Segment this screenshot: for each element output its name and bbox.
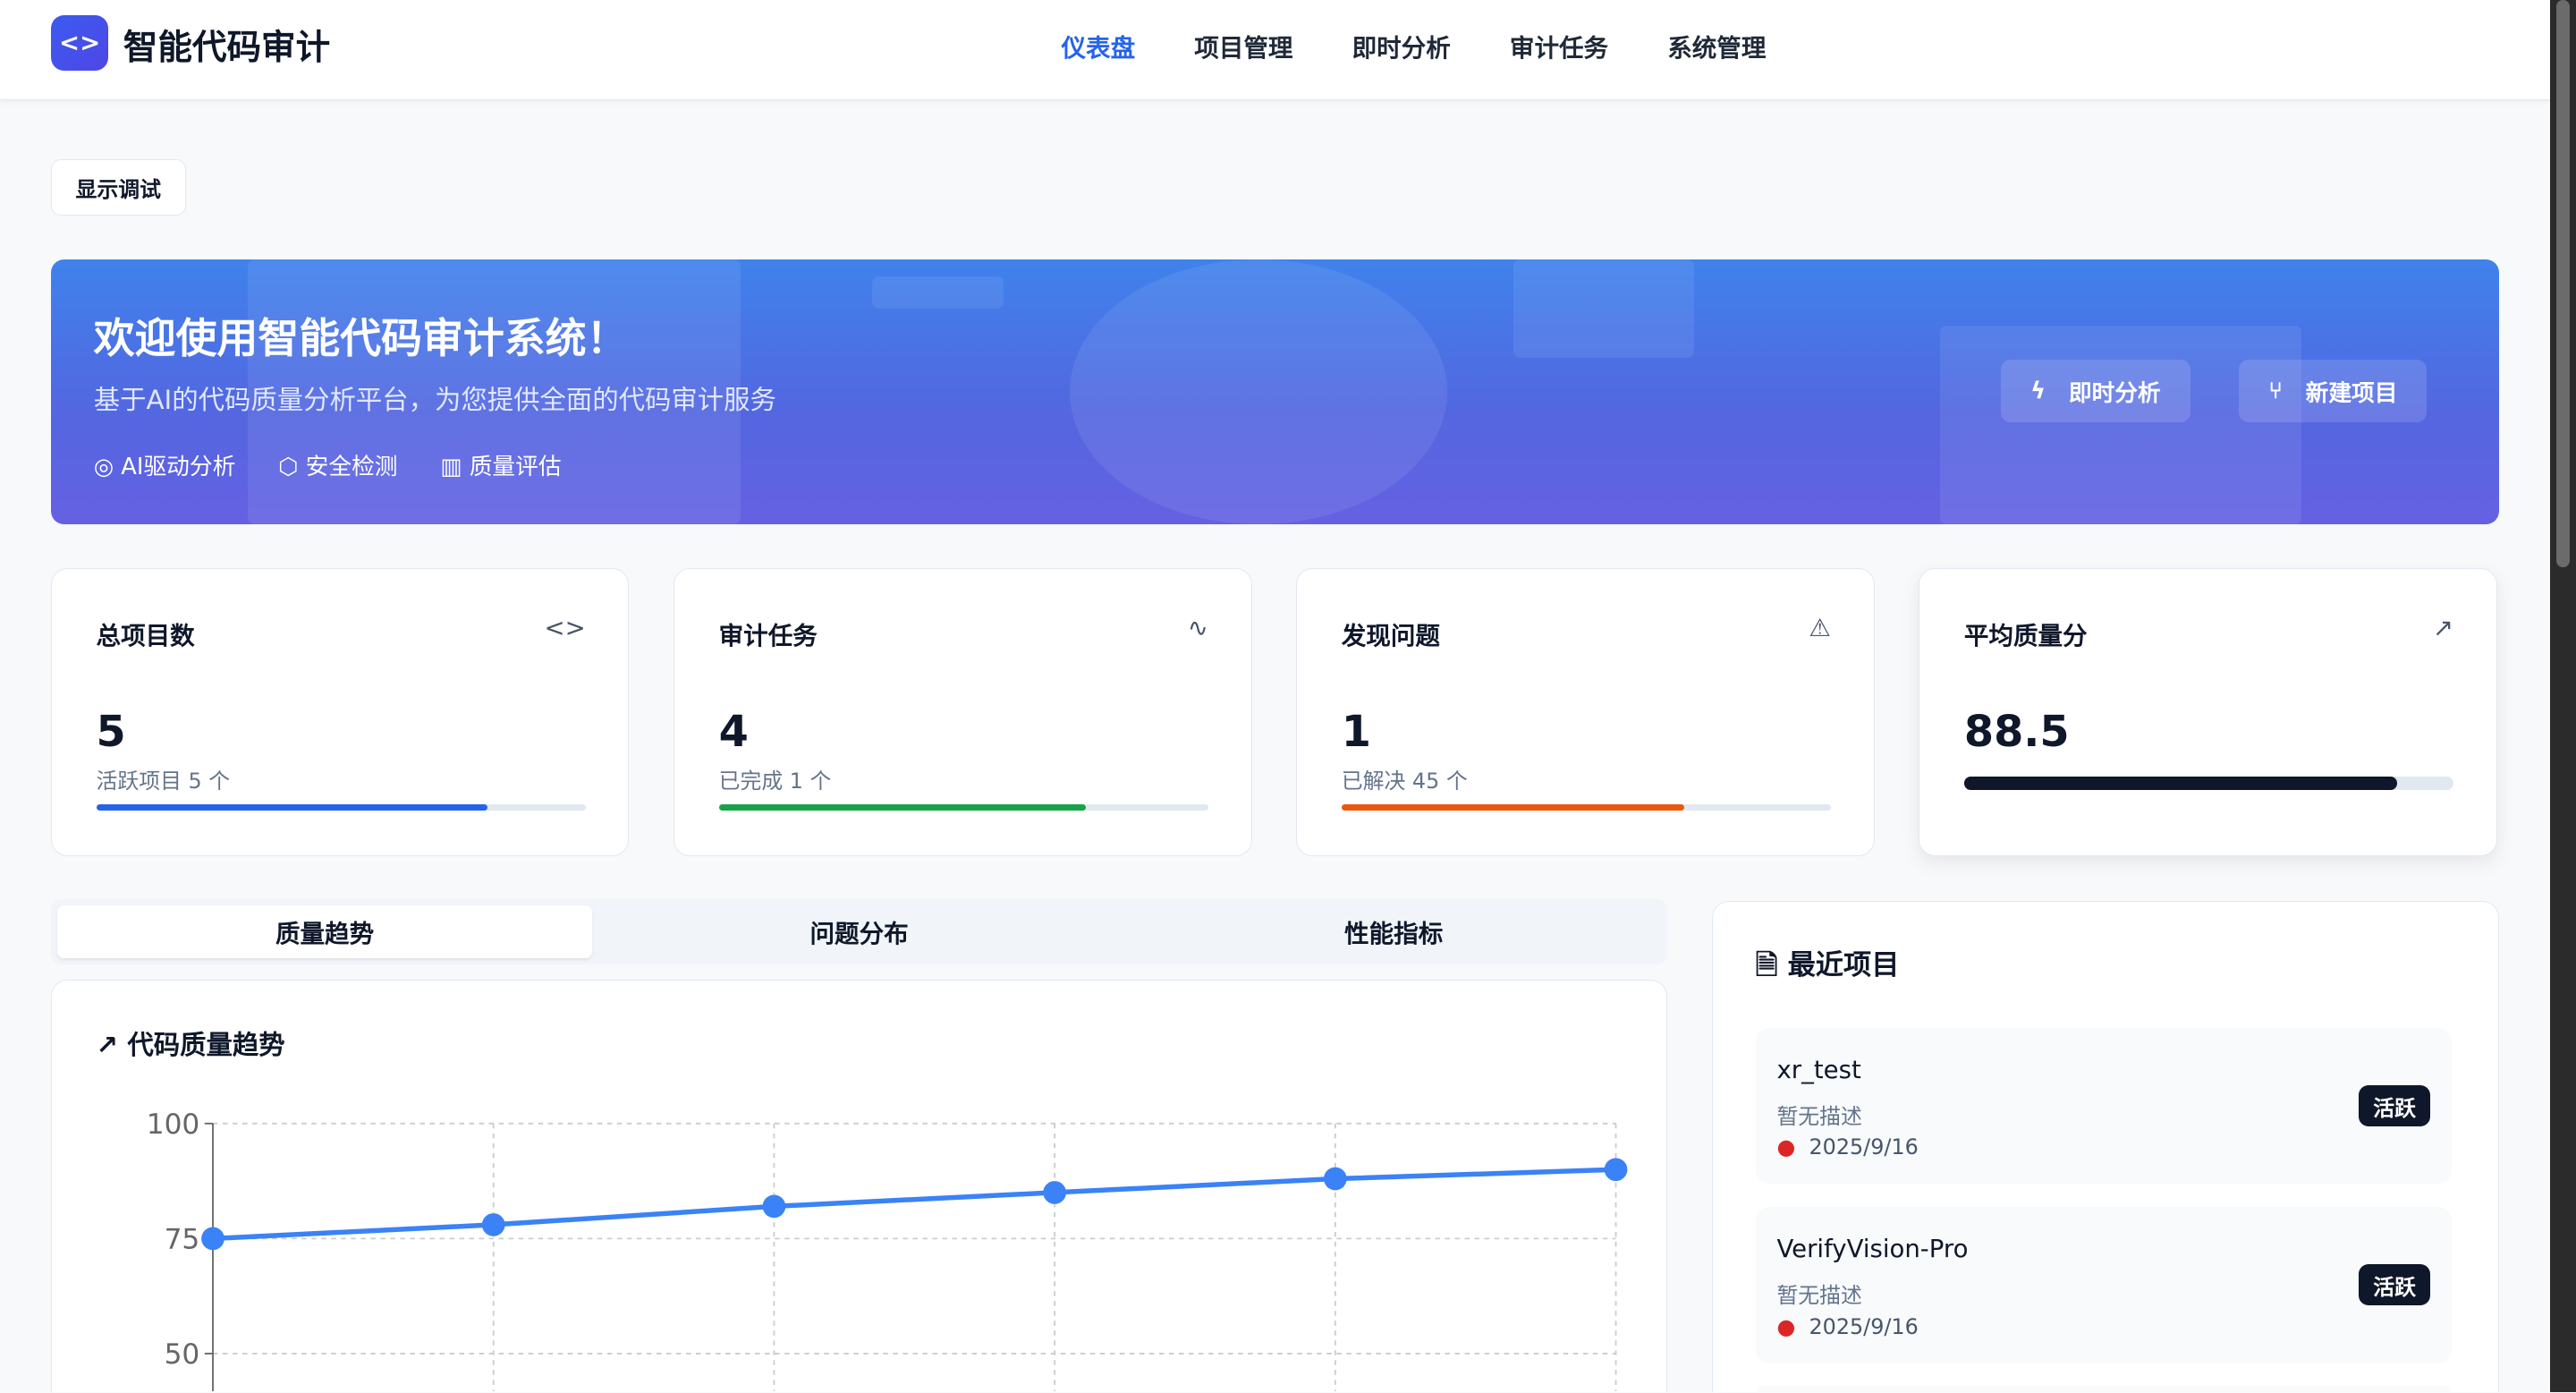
project-date: 2025/9/16 [1809,1313,1919,1339]
project-name[interactable]: xr_test [1776,1056,1861,1085]
stat-value: 4 [718,707,749,757]
stat-card-projects: 总项目数 <> 5 活跃项目 5 个 [50,568,630,856]
file-text-icon: 🗎 [1755,949,1778,982]
bar-chart-icon: ▥ [440,454,462,481]
avatar-icon: ● [1776,1313,1796,1339]
show-debug-button[interactable]: 显示调试 [50,159,186,216]
new-project-button[interactable]: ⑂ 新建项目 [2239,360,2428,422]
project-item[interactable]: xr_test 暂无描述 ● 2025/9/16 活跃 [1755,1027,2453,1185]
alert-triangle-icon: ⚠ [1809,614,1831,643]
feature-quality: ▥ 质量评估 [440,448,561,481]
code-icon: <> [544,614,586,643]
target-icon: ◎ [93,454,114,481]
feature-label: AI驱动分析 [121,454,236,481]
stat-sub: 已完成 1 个 [718,769,832,794]
data-point [481,1212,505,1236]
stat-value: 1 [1341,707,1371,757]
top-nav: <> 智能代码审计 仪表盘 项目管理 即时分析 审计任务 系统管理 [0,0,2550,101]
activity-icon: ∿ [1187,614,1208,643]
tab-issue-distribution[interactable]: 问题分布 [809,920,909,949]
progress-fill [1341,804,1684,811]
button-label: 新建项目 [2305,379,2398,407]
y-tick-label: 75 [165,1223,200,1255]
trending-up-icon: ↗ [2432,614,2454,643]
data-point [1604,1158,1628,1181]
shield-icon: ⬡ [278,454,299,481]
lightning-icon: ϟ [2030,378,2046,405]
recent-title: 最近项目 [1787,949,1900,982]
feature-security: ⬡ 安全检测 [278,448,397,481]
project-date: 2025/9/16 [1809,1134,1919,1160]
progress-bar [1963,776,2454,790]
chart-title: 代码质量趋势 [127,1030,285,1061]
nav-projects[interactable]: 项目管理 [1194,34,1293,64]
stat-title: 发现问题 [1341,621,1440,650]
stat-value: 88.5 [1963,707,2070,757]
feature-label: 安全检测 [305,454,398,481]
progress-bar [718,804,1208,811]
button-label: 即时分析 [2068,379,2161,407]
status-badge: 活跃 [2358,1085,2431,1127]
stat-card-issues: 发现问题 ⚠ 1 已解决 45 个 [1296,568,1875,856]
status-badge: 活跃 [2358,1264,2431,1306]
stat-value: 5 [96,707,126,757]
progress-fill [1963,776,2398,790]
project-desc: 暂无描述 [1776,1283,1862,1309]
chart-tabs: 质量趋势 问题分布 性能指标 [50,898,1668,965]
stat-title: 审计任务 [718,621,818,650]
nav-audit-tasks[interactable]: 审计任务 [1509,34,1609,64]
app-title[interactable]: 智能代码审计 [123,28,331,69]
welcome-banner: 欢迎使用智能代码审计系统！ 基于AI的代码质量分析平台，为您提供全面的代码审计服… [50,259,2499,524]
hero-title: 欢迎使用智能代码审计系统！ [93,313,628,362]
tab-quality-trend[interactable]: 质量趋势 [57,905,592,958]
nav-instant-analysis[interactable]: 即时分析 [1352,34,1451,64]
y-tick-label: 100 [147,1108,200,1140]
quality-trend-chart: 100 75 50 [147,1108,1628,1391]
data-point [1043,1180,1066,1204]
project-name[interactable]: VerifyVision-Pro [1776,1235,1969,1264]
progress-bar [1341,804,1831,811]
recent-projects-card: 🗎 最近项目 xr_test 暂无描述 ● 2025/9/16 活跃 Verif… [1711,900,2499,1393]
y-tick-label: 50 [165,1338,200,1371]
stat-title: 平均质量分 [1963,621,2088,650]
series-line [212,1167,1616,1241]
project-desc: 暂无描述 [1776,1103,1862,1129]
code-brackets-icon[interactable]: <> [50,14,109,71]
progress-fill [718,804,1087,811]
nav-dashboard[interactable]: 仪表盘 [1061,34,1136,64]
stat-sub: 已解决 45 个 [1341,769,1468,794]
data-point [201,1227,225,1250]
feature-label: 质量评估 [469,454,562,481]
instant-analysis-button[interactable]: ϟ 即时分析 [2001,360,2190,422]
stat-card-quality: 平均质量分 ↗ 88.5 [1919,568,2497,856]
project-item[interactable] [1755,1386,2453,1393]
nav-system[interactable]: 系统管理 [1667,34,1767,64]
stat-title: 总项目数 [96,621,195,650]
stat-card-tasks: 审计任务 ∿ 4 已完成 1 个 [674,568,1252,856]
progress-bar [96,804,586,811]
trending-up-icon: ↗ [96,1030,119,1061]
stat-sub: 活跃项目 5 个 [96,769,231,794]
tab-performance[interactable]: 性能指标 [1344,920,1444,949]
git-branch-icon: ⑂ [2268,378,2283,405]
progress-fill [96,804,488,811]
hero-subtitle: 基于AI的代码质量分析平台，为您提供全面的代码审计服务 [93,385,776,416]
project-item[interactable]: VerifyVision-Pro 暂无描述 ● 2025/9/16 活跃 [1755,1207,2453,1363]
quality-trend-card: ↗ 代码质量趋势 100 75 50 [50,979,1668,1392]
avatar-icon: ● [1776,1134,1796,1160]
data-point [762,1194,786,1218]
scrollbar-thumb[interactable] [2555,0,2570,567]
data-point [1323,1167,1347,1191]
feature-ai: ◎ AI驱动分析 [94,448,236,481]
scrollbar[interactable] [2549,0,2576,1392]
